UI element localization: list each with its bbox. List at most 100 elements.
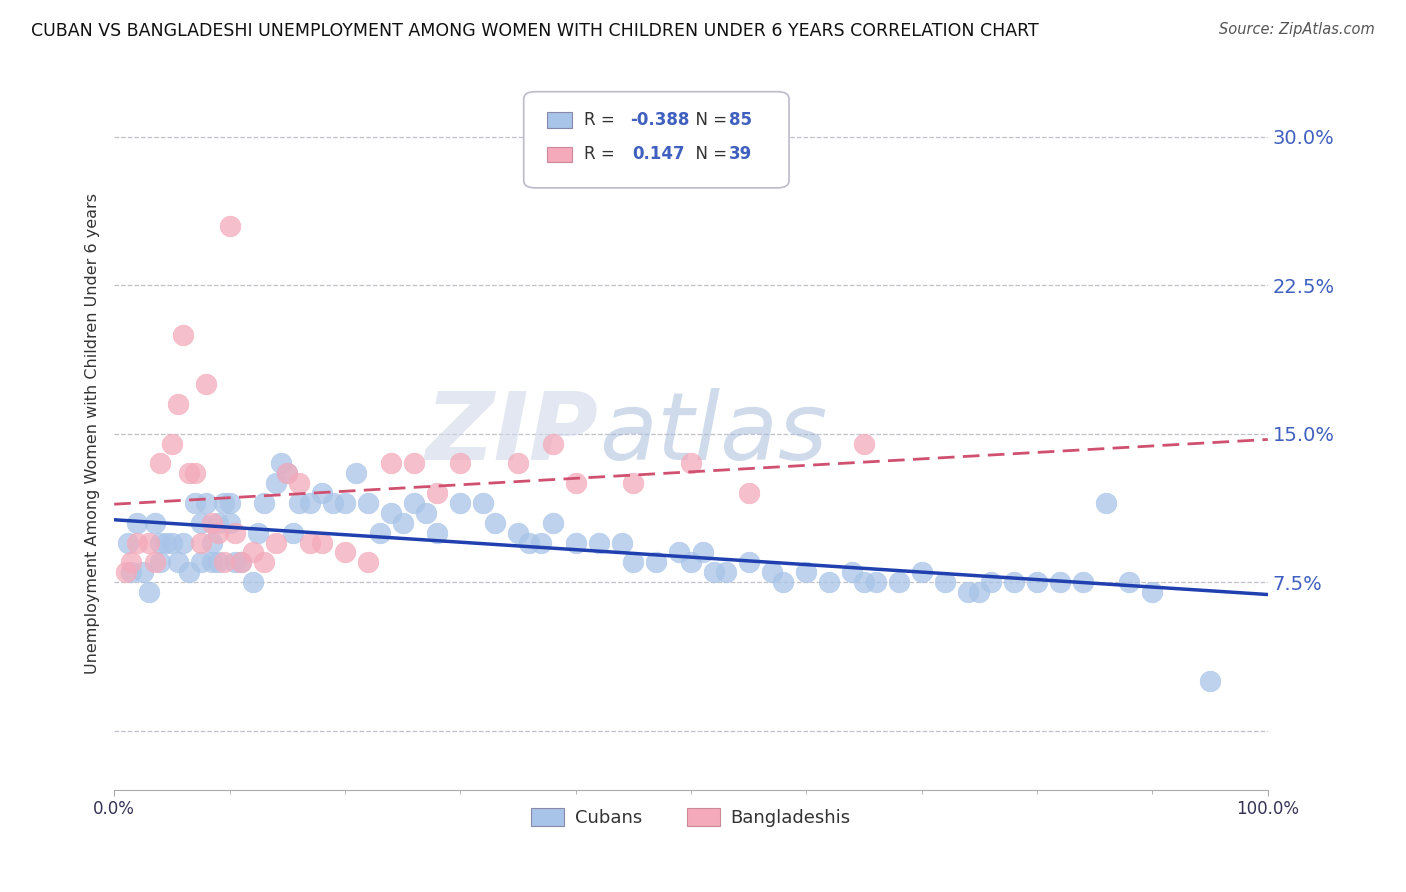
Point [190,535,212,549]
Point [368,525,391,540]
Point [121,565,143,579]
Point [980,575,1002,590]
Point [184,496,207,510]
Text: 85: 85 [730,112,752,129]
Point [969,585,991,599]
Point [138,585,160,599]
Point [121,555,143,569]
Point [160,436,183,450]
Point [179,565,201,579]
Point [207,525,229,540]
Text: N =: N = [685,112,733,129]
Point [160,535,183,549]
Point [287,496,309,510]
Point [853,436,876,450]
Point [668,545,690,559]
Point [506,456,529,470]
Point [621,555,644,569]
Point [449,456,471,470]
Point [207,555,229,569]
Point [172,327,194,342]
Point [564,476,586,491]
Point [1026,575,1049,590]
Point [541,516,564,530]
Point [911,565,934,579]
Point [253,555,276,569]
Point [201,555,224,569]
Point [357,496,380,510]
Point [218,496,240,510]
Point [703,565,725,579]
Point [117,535,139,549]
Point [714,565,737,579]
Text: Source: ZipAtlas.com: Source: ZipAtlas.com [1219,22,1375,37]
Text: R =: R = [583,112,620,129]
Point [679,456,702,470]
Point [190,555,212,569]
Point [212,555,235,569]
Point [201,516,224,530]
Point [1002,575,1025,590]
Text: R =: R = [583,145,620,163]
Point [281,525,304,540]
Point [127,535,149,549]
Point [218,516,240,530]
Point [179,467,201,481]
Point [1118,575,1140,590]
Point [887,575,910,590]
Point [333,545,356,559]
Point [166,555,188,569]
Point [299,535,322,549]
Point [1049,575,1071,590]
Point [195,377,218,392]
Point [621,476,644,491]
Point [114,565,136,579]
Point [149,555,172,569]
Point [184,467,207,481]
Point [853,575,876,590]
Point [737,486,759,500]
Point [1142,585,1164,599]
Text: 39: 39 [730,145,752,163]
Point [426,486,449,500]
Bar [547,112,572,128]
Point [143,516,166,530]
Point [229,555,252,569]
Point [865,575,887,590]
Legend: Cubans, Bangladeshis: Cubans, Bangladeshis [524,800,858,834]
Text: 0.147: 0.147 [633,145,685,163]
Point [218,219,240,233]
Point [956,585,979,599]
Point [818,575,841,590]
Text: ZIP: ZIP [426,388,599,480]
Point [541,436,564,450]
Point [322,496,344,510]
Point [172,535,194,549]
Text: CUBAN VS BANGLADESHI UNEMPLOYMENT AMONG WOMEN WITH CHILDREN UNDER 6 YEARS CORREL: CUBAN VS BANGLADESHI UNEMPLOYMENT AMONG … [31,22,1039,40]
Point [692,545,714,559]
Point [253,496,276,510]
Point [380,506,402,520]
Y-axis label: Unemployment Among Women with Children Under 6 years: Unemployment Among Women with Children U… [86,194,100,674]
Point [195,496,218,510]
Point [761,565,783,579]
Point [207,516,229,530]
Point [299,496,322,510]
Point [247,525,270,540]
Point [149,535,172,549]
Point [1071,575,1094,590]
Point [519,535,541,549]
Point [242,545,264,559]
Point [242,575,264,590]
Point [276,467,298,481]
Point [610,535,633,549]
Point [138,535,160,549]
Point [645,555,668,569]
Point [1095,496,1118,510]
Point [212,496,235,510]
Point [143,555,166,569]
Point [472,496,495,510]
Point [380,456,402,470]
Point [311,535,333,549]
Point [190,516,212,530]
